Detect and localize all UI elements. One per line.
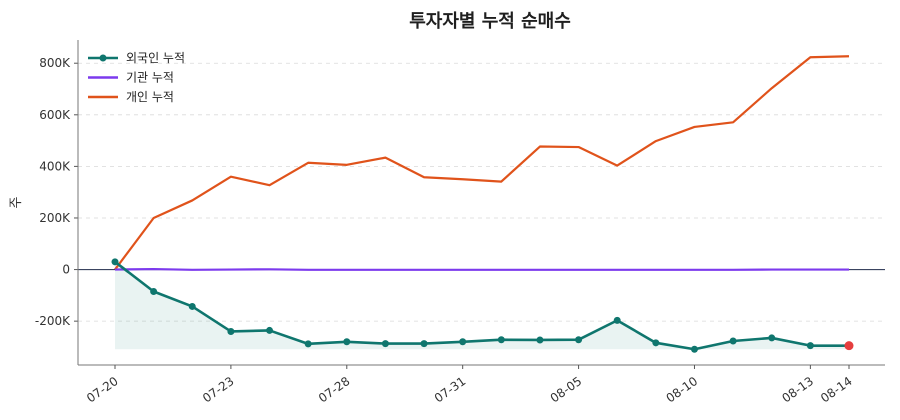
y-tick-label: 400K	[39, 159, 71, 173]
x-tick-label: 07-23	[200, 374, 237, 405]
series-layer	[111, 55, 854, 353]
data-point	[536, 336, 544, 344]
x-tick-label: 08-13	[779, 374, 816, 405]
last-data-point	[844, 341, 854, 351]
data-point	[266, 326, 274, 334]
chart-title: 투자자별 누적 순매수	[409, 11, 571, 32]
data-point	[304, 340, 312, 348]
y-tick-label: 200K	[39, 211, 71, 225]
data-point	[227, 327, 235, 335]
x-tick-label: 08-05	[548, 374, 585, 405]
legend-label: 개인 누적	[126, 90, 174, 104]
x-tick-label: 07-20	[84, 374, 121, 405]
y-tick-label: 0	[62, 263, 70, 277]
x-tick-label: 07-31	[432, 374, 469, 405]
data-point	[381, 340, 389, 348]
legend-label: 기관 누적	[126, 71, 174, 85]
data-point	[111, 258, 119, 266]
data-point	[575, 336, 583, 344]
data-point	[459, 338, 467, 346]
series-line	[114, 260, 849, 351]
x-tick-label: 07-28	[316, 374, 353, 405]
series-line	[114, 267, 849, 271]
data-point	[420, 340, 428, 348]
data-point	[613, 316, 621, 324]
legend-label: 외국인 누적	[126, 51, 185, 65]
data-point	[652, 339, 660, 347]
data-point	[188, 302, 196, 310]
data-point	[150, 287, 158, 295]
data-point	[768, 334, 776, 342]
data-point	[729, 337, 737, 345]
gridlines	[78, 62, 885, 322]
y-tick-label: 600K	[39, 108, 71, 122]
y-tick-label: 800K	[39, 56, 71, 70]
series-line	[114, 55, 850, 271]
data-point	[806, 342, 814, 350]
series-area-fill	[115, 261, 849, 350]
data-point	[343, 338, 351, 346]
data-point	[497, 336, 505, 344]
y-axis-label: 주	[9, 196, 24, 208]
x-tick-label: 08-14	[818, 374, 855, 405]
legend-marker	[99, 54, 107, 62]
data-point	[690, 345, 698, 353]
area-fill-layer	[115, 261, 849, 350]
x-tick-label: 08-10	[664, 374, 701, 405]
y-tick-label: -200K	[35, 314, 71, 328]
